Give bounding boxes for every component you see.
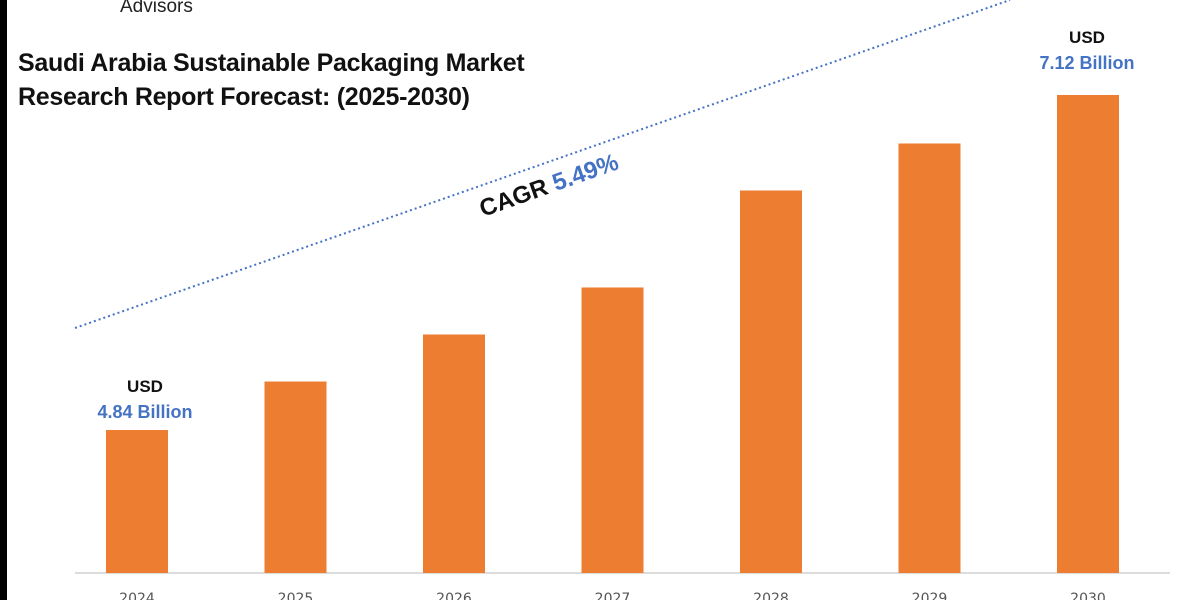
bar-2024	[106, 430, 168, 573]
start-value: 4.84 Billion	[97, 402, 192, 422]
x-tick-label: 2027	[595, 591, 631, 600]
bar-2030	[1057, 95, 1119, 573]
cagr-label: CAGR	[476, 174, 552, 223]
bar-2027	[581, 287, 644, 573]
cagr-annotation: CAGR 5.49%	[476, 149, 622, 223]
x-tick-label: 2029	[912, 591, 948, 600]
start-currency: USD	[127, 377, 163, 396]
end-currency: USD	[1069, 28, 1105, 47]
left-border	[0, 0, 7, 600]
bar-2025	[264, 381, 327, 573]
x-tick-label: 2030	[1070, 591, 1106, 600]
bar-2029	[898, 143, 961, 573]
cagr-value: 5.49%	[549, 149, 622, 197]
end-value: 7.12 Billion	[1039, 53, 1134, 73]
chart-title: Saudi Arabia Sustainable Packaging Marke…	[18, 49, 525, 111]
bar-2026	[423, 334, 485, 573]
x-tick-label: 2028	[753, 591, 789, 600]
x-tick-label: 2026	[436, 591, 472, 600]
svg-text:CAGR 5.49%: CAGR 5.49%	[476, 149, 622, 223]
logo-text: Advisors	[120, 0, 193, 17]
cagr-trend-line	[74, 0, 1011, 329]
x-tick-label: 2025	[278, 591, 314, 600]
bar-2028	[740, 190, 802, 573]
x-tick-label: 2024	[119, 591, 155, 600]
